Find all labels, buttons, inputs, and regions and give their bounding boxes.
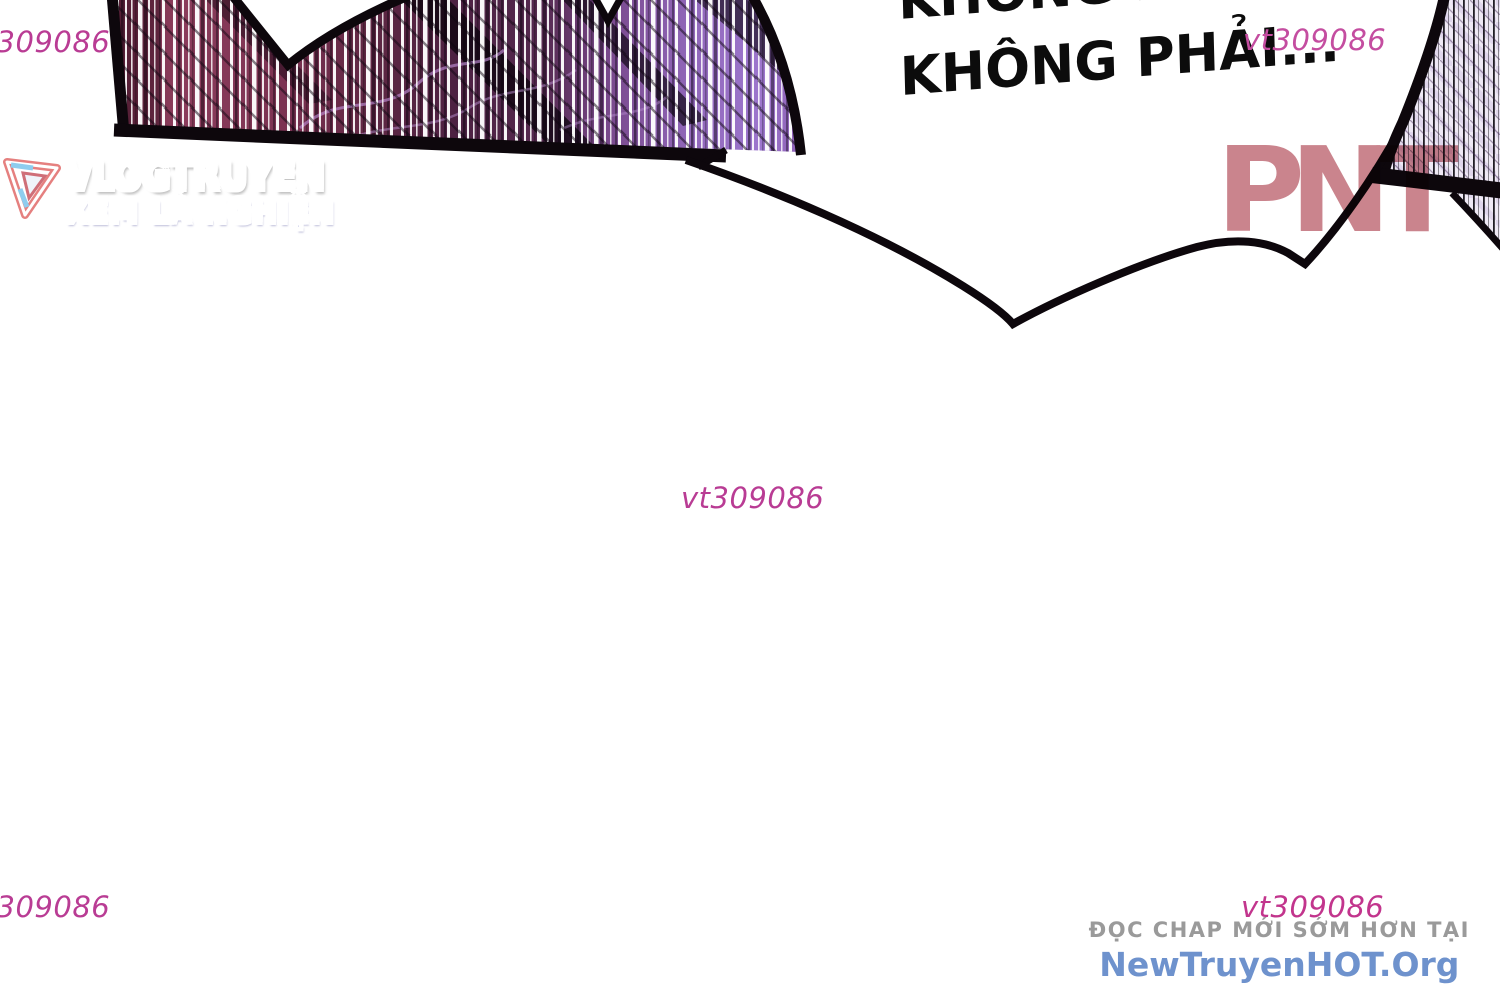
top-left-panel [106,0,806,170]
speech-bubble-outline [684,122,1407,330]
group-logo: PNT [1216,121,1459,259]
vlogtruyen-triangle-icon [3,155,61,225]
site-logo: VLOGTRUYEN XEM LÀ NGHIỆN [3,150,382,227]
footer-site-url: NewTruyenHOT.Org [1099,945,1460,984]
watermark-bottom-left: vt309086 [0,890,111,924]
site-logo-title: VLOGTRUYEN [65,150,325,199]
watermark-bottom-right: vt309086 [1241,890,1385,924]
watermark-top-left: vt309086 [0,25,111,59]
watermark-center: vt309086 [681,481,825,515]
footer-promo: ĐỌC CHAP MỚI SỚM HƠN TẠI NewTruyenHOT.Or… [1089,918,1470,984]
footer-promo-text: ĐỌC CHAP MỚI SỚM HƠN TẠI [1088,918,1470,942]
site-logo-tagline: XEM LÀ NGHIỆN [65,195,350,227]
watermark-top-right: vt309086 [1243,23,1387,57]
